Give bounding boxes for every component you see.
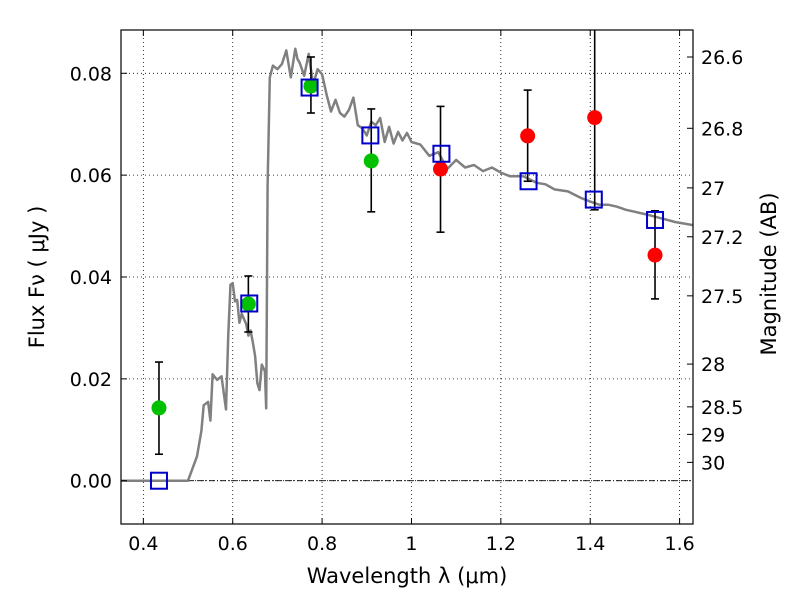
x-tick-label: 1.2 <box>486 533 516 555</box>
right-tick-label: 30 <box>701 452 725 474</box>
data-point-square <box>432 144 451 163</box>
right-axis-label: Magnitude (AB) <box>757 192 781 355</box>
y-tick-label: 0.02 <box>70 369 112 391</box>
data-point-square <box>300 78 319 97</box>
x-axis-label: Wavelength λ (μm) <box>307 564 508 588</box>
data-point-circle <box>363 153 379 169</box>
right-tick-label: 29 <box>701 424 725 446</box>
right-tick-label: 27.5 <box>701 286 743 308</box>
data-point-circle <box>520 128 536 144</box>
y-tick-label: 0.00 <box>70 471 112 493</box>
data-point-square <box>149 471 168 490</box>
data-point-circle <box>240 296 256 312</box>
data-point-circle <box>647 247 663 263</box>
right-tick-label: 26.8 <box>701 118 743 140</box>
data-point-circle <box>433 161 449 177</box>
data-point-square <box>584 190 603 209</box>
plot-frame <box>120 29 694 525</box>
right-tick-label: 28 <box>701 354 725 376</box>
model-spectrum-line <box>121 47 693 482</box>
data-point-square <box>361 126 380 145</box>
data-point-square <box>519 172 538 191</box>
y-tick-label: 0.08 <box>70 63 112 85</box>
right-tick-label: 27.2 <box>701 227 743 249</box>
y-axis-label: Flux Fν ( μJy ) <box>25 206 49 349</box>
data-point-square <box>646 210 665 229</box>
x-tick-label: 0.8 <box>307 533 337 555</box>
x-tick-label: 1 <box>405 533 417 555</box>
right-tick-label: 27 <box>701 178 725 200</box>
plot-area <box>121 30 693 490</box>
x-tick-label: 1.6 <box>664 533 694 555</box>
data-point-circle <box>587 110 603 126</box>
axis-ticks: 0.4 0.6 0.8 1 1.2 1.4 1.6 0.00 0.02 0.04 0.06 0.08 2… <box>70 30 743 555</box>
x-tick-label: 0.4 <box>128 533 158 555</box>
grid <box>121 30 693 524</box>
right-tick-label: 26.6 <box>701 47 743 69</box>
y-tick-label: 0.06 <box>70 165 112 187</box>
data-point-circle <box>151 400 167 416</box>
y-tick-label: 0.04 <box>70 267 112 289</box>
x-tick-label: 0.6 <box>218 533 248 555</box>
data-point-circle <box>303 78 319 94</box>
right-tick-label: 28.5 <box>701 397 743 419</box>
x-tick-label: 1.4 <box>575 533 605 555</box>
data-point-square <box>240 294 259 313</box>
